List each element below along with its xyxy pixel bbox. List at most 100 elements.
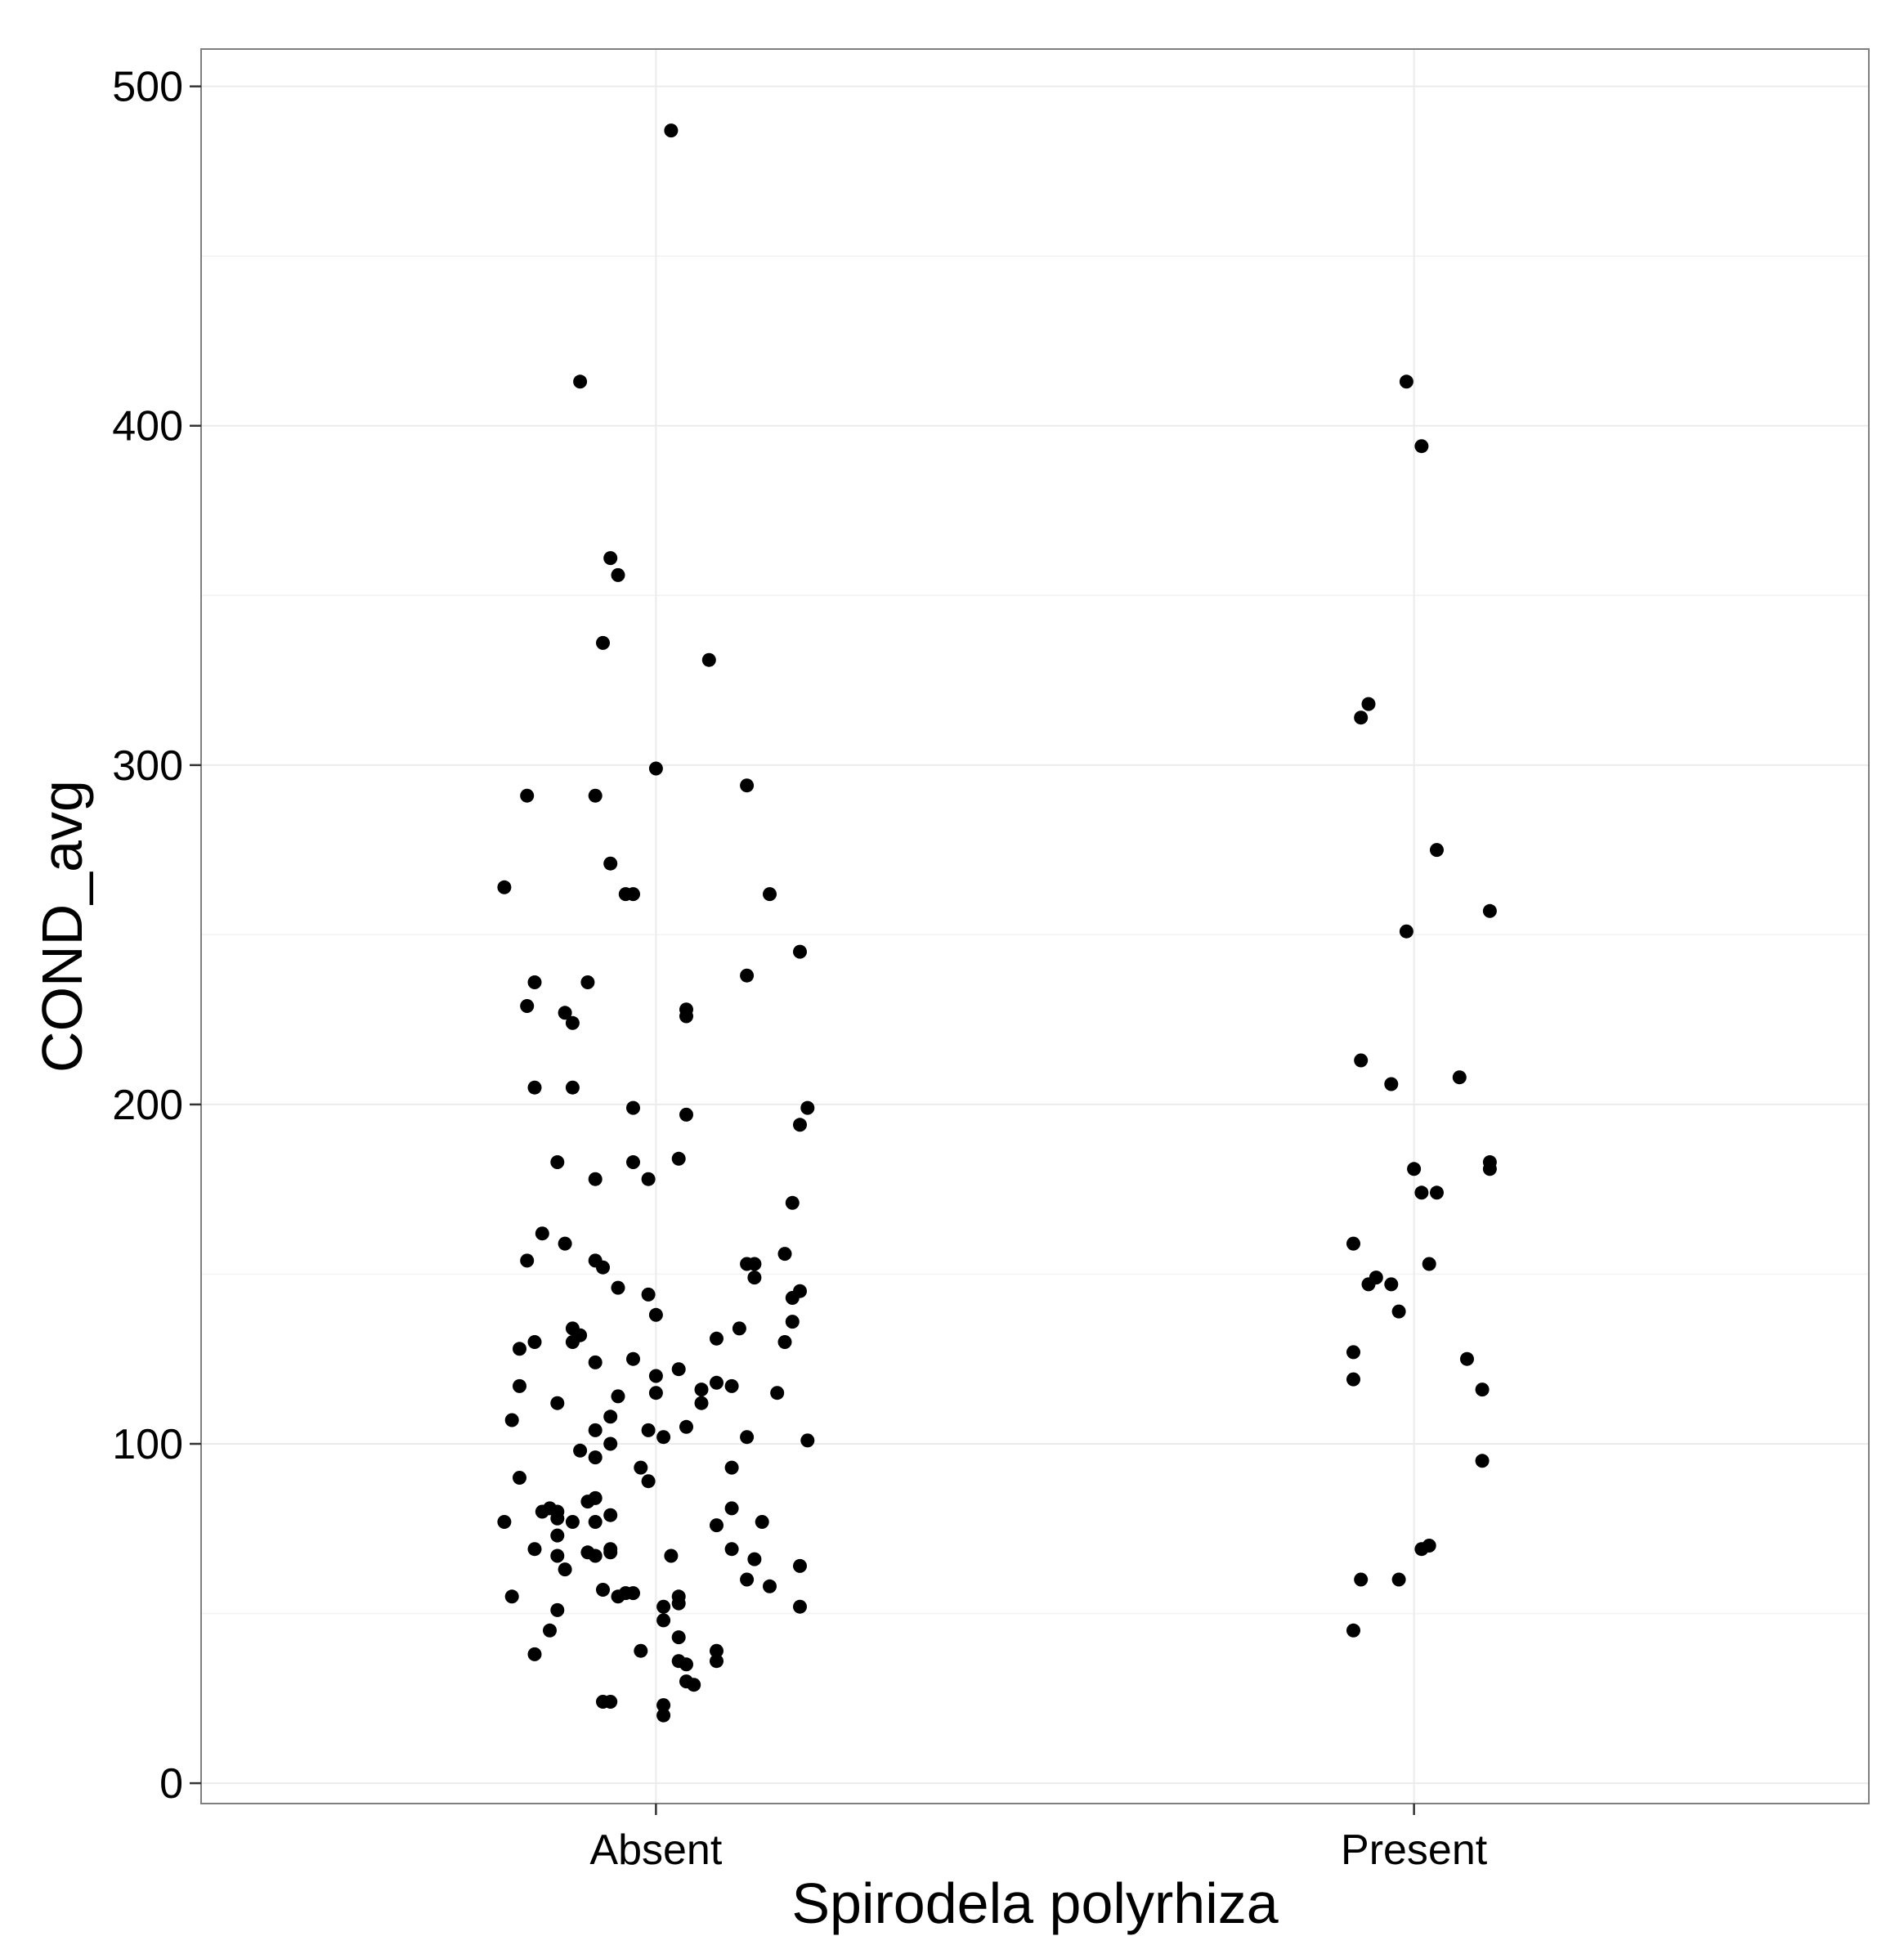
data-point — [1391, 1304, 1406, 1319]
data-point — [648, 761, 663, 776]
x-tick-label: Absent — [589, 1826, 722, 1874]
data-point — [1482, 903, 1497, 918]
data-point — [550, 1528, 565, 1543]
data-point — [648, 1307, 663, 1322]
data-point — [763, 887, 777, 902]
data-point — [513, 1471, 526, 1485]
plot-background — [201, 49, 1869, 1804]
x-axis-title: Spirodela polyrhiza — [791, 1871, 1278, 1935]
data-point — [1407, 1162, 1422, 1176]
y-tick-label: 300 — [112, 742, 183, 790]
data-point — [679, 1419, 693, 1434]
data-point — [543, 1623, 557, 1638]
y-tick-label: 500 — [112, 64, 183, 111]
data-point — [747, 1257, 762, 1271]
data-point — [596, 635, 610, 650]
data-point — [558, 1562, 572, 1577]
data-point — [565, 1080, 580, 1095]
data-point — [558, 1236, 572, 1251]
data-point — [588, 1172, 603, 1186]
grid-lines — [201, 49, 1869, 1804]
data-point — [1354, 1053, 1369, 1068]
data-point — [588, 1548, 603, 1563]
x-tick-label: Present — [1341, 1826, 1488, 1874]
data-point — [588, 1515, 603, 1529]
data-point — [1460, 1351, 1474, 1366]
data-point — [656, 1599, 671, 1614]
data-point — [724, 1378, 739, 1393]
data-point — [755, 1515, 769, 1529]
data-point — [656, 1613, 671, 1628]
data-point — [1475, 1454, 1490, 1468]
data-point — [732, 1321, 746, 1336]
data-point — [527, 1080, 542, 1095]
data-point — [603, 1695, 618, 1709]
data-point — [785, 1195, 800, 1210]
data-point — [596, 1260, 610, 1275]
data-point — [747, 1552, 762, 1566]
data-point — [740, 968, 755, 983]
data-point — [550, 1602, 565, 1617]
data-point — [679, 1657, 693, 1672]
plot-panel-border — [200, 48, 1870, 1804]
data-point — [535, 1226, 549, 1241]
data-point — [777, 1247, 792, 1262]
data-point — [664, 1548, 679, 1563]
data-point — [1346, 1345, 1360, 1360]
data-point — [603, 1436, 618, 1451]
data-point — [724, 1460, 739, 1475]
data-point — [710, 1654, 724, 1669]
data-point — [565, 1015, 580, 1030]
data-point — [793, 944, 807, 959]
data-point — [1354, 710, 1369, 725]
data-point — [664, 123, 679, 138]
data-point — [611, 1280, 625, 1295]
data-point — [580, 1495, 595, 1509]
data-point — [634, 1643, 648, 1658]
data-point — [671, 1596, 686, 1611]
data-point — [520, 999, 535, 1013]
data-point — [800, 1100, 815, 1115]
data-point — [1346, 1236, 1360, 1251]
data-point — [679, 1009, 693, 1024]
data-point — [1361, 697, 1376, 711]
data-point — [611, 1389, 625, 1404]
data-point — [641, 1474, 656, 1489]
data-point — [1414, 1185, 1429, 1200]
data-point — [710, 1643, 724, 1658]
data-point — [588, 1450, 603, 1465]
data-point — [1384, 1277, 1399, 1292]
data-point — [641, 1172, 656, 1186]
data-point — [497, 1515, 512, 1529]
data-point — [1475, 1383, 1490, 1397]
data-point — [1391, 1572, 1406, 1587]
data-point — [687, 1678, 701, 1692]
data-point — [641, 1423, 656, 1437]
data-point — [588, 1355, 603, 1369]
data-point — [573, 1443, 588, 1458]
data-point — [565, 1335, 580, 1349]
data-point — [603, 856, 618, 871]
data-point — [671, 1630, 686, 1645]
data-point — [694, 1383, 709, 1397]
data-point — [793, 1118, 807, 1132]
data-point — [603, 1545, 618, 1560]
data-point — [611, 567, 625, 582]
data-point — [504, 1589, 519, 1604]
data-points — [497, 123, 1497, 1723]
data-point — [710, 1375, 724, 1390]
data-point — [1361, 1277, 1376, 1292]
data-point — [671, 1362, 686, 1377]
y-tick-label: 400 — [112, 403, 183, 450]
data-point — [573, 374, 588, 389]
data-point — [626, 1351, 640, 1366]
data-point — [800, 1433, 815, 1448]
data-point — [641, 1287, 656, 1302]
data-point — [1399, 374, 1413, 389]
data-point — [520, 1253, 535, 1268]
data-point — [701, 652, 716, 667]
data-point — [1384, 1077, 1399, 1091]
data-point — [603, 1409, 618, 1424]
data-point — [1346, 1623, 1360, 1638]
